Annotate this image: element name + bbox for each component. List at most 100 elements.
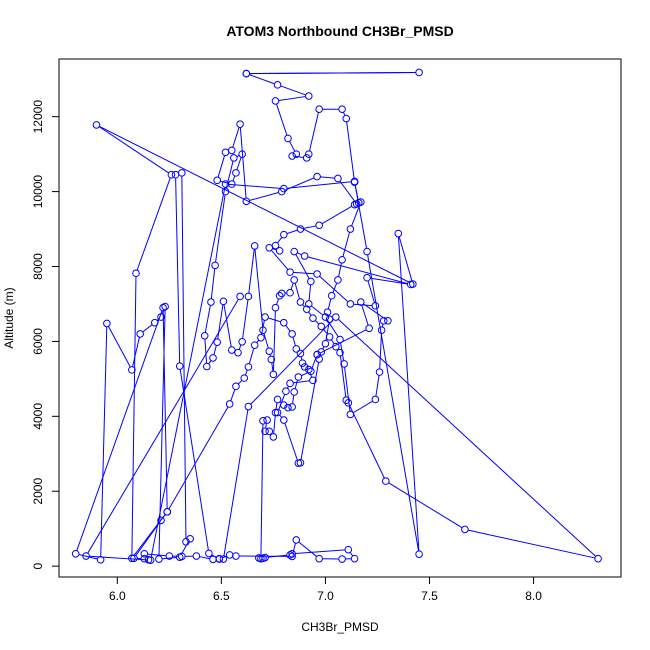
data-point <box>221 187 230 196</box>
series-segment <box>297 252 302 256</box>
data-point <box>594 554 602 563</box>
data-point <box>461 525 469 534</box>
series-segment <box>162 556 177 560</box>
data-point <box>192 552 201 560</box>
series-segment <box>280 85 306 96</box>
data-point <box>342 396 351 405</box>
series-segment <box>342 112 346 116</box>
series-markers <box>71 68 602 564</box>
data-point <box>205 549 213 558</box>
data-point <box>284 403 292 412</box>
data-point <box>288 403 296 411</box>
data-point <box>346 410 355 419</box>
data-point <box>261 313 269 321</box>
series-segment <box>249 74 275 85</box>
series-segment <box>322 328 328 335</box>
data-point <box>200 331 209 340</box>
y-axis: 0 2000 4000 6000 8000 10000 12000 <box>31 100 60 569</box>
data-point <box>265 243 274 252</box>
series-segment <box>239 127 247 199</box>
series-segment <box>295 254 310 279</box>
series-segment <box>307 256 408 285</box>
data-point <box>332 313 340 321</box>
series-segment <box>351 204 361 227</box>
data-point <box>302 154 311 162</box>
series-segment <box>150 187 226 558</box>
series-segment <box>308 284 312 301</box>
series-segment <box>268 317 281 323</box>
data-point <box>271 97 280 105</box>
series-segment <box>276 103 288 136</box>
data-point <box>157 313 165 321</box>
data-point <box>357 198 365 206</box>
data-point <box>344 545 353 554</box>
data-point <box>240 374 249 382</box>
x-tick-label: 7.0 <box>317 589 334 603</box>
series-segment <box>294 380 298 389</box>
data-point <box>317 322 326 331</box>
series-segment <box>294 283 301 300</box>
series-segment <box>320 176 335 179</box>
data-point <box>244 402 253 411</box>
data-point <box>244 292 253 301</box>
data-point <box>342 114 351 123</box>
series-segment <box>349 552 354 557</box>
data-point <box>211 261 219 270</box>
data-point <box>150 318 159 327</box>
series-segment <box>287 181 352 189</box>
data-point <box>215 554 224 563</box>
data-point <box>336 335 344 344</box>
data-point <box>261 553 269 562</box>
data-point <box>271 408 280 417</box>
series-segment <box>295 549 346 555</box>
data-point <box>371 395 380 404</box>
series-segment <box>290 282 294 290</box>
data-point <box>352 200 361 208</box>
data-point <box>238 150 246 158</box>
data-point <box>315 355 323 363</box>
data-point <box>232 169 240 177</box>
data-point <box>375 368 384 376</box>
series-segment <box>278 96 306 101</box>
data-point <box>384 317 392 325</box>
series-segment <box>344 367 351 412</box>
series-segment <box>249 191 279 201</box>
series-segment <box>236 157 242 170</box>
data-point <box>280 416 288 424</box>
series-segment <box>327 298 332 310</box>
data-point <box>146 556 155 564</box>
x-tick-label: 6.5 <box>213 589 230 603</box>
chart-title: ATOM3 Northbound CH3Br_PMSD <box>226 23 453 39</box>
y-tick-label: 6000 <box>31 328 45 355</box>
data-point <box>307 367 315 376</box>
y-tick-label: 8000 <box>31 253 45 280</box>
data-point <box>313 172 321 181</box>
data-point <box>275 291 284 300</box>
series-segment <box>311 305 324 316</box>
data-point <box>273 81 282 89</box>
series-segment <box>272 248 277 251</box>
data-point <box>296 458 305 467</box>
data-point <box>236 120 244 128</box>
data-point <box>288 552 296 561</box>
data-point <box>232 382 240 391</box>
data-point <box>307 277 315 286</box>
series-segment <box>217 155 226 178</box>
data-point <box>165 552 174 560</box>
series-segment <box>98 126 169 174</box>
data-point <box>221 180 230 188</box>
data-point <box>344 399 353 407</box>
x-tick-label: 8.0 <box>525 589 542 603</box>
series-segment <box>244 369 248 376</box>
data-point <box>213 176 221 185</box>
series-segment <box>354 184 367 249</box>
series-segment <box>199 556 210 560</box>
series-segment <box>147 553 167 557</box>
series-segment <box>249 72 416 75</box>
data-point <box>175 362 184 370</box>
series-segment <box>367 280 375 303</box>
series-segment <box>78 554 98 560</box>
data-point <box>346 300 355 308</box>
